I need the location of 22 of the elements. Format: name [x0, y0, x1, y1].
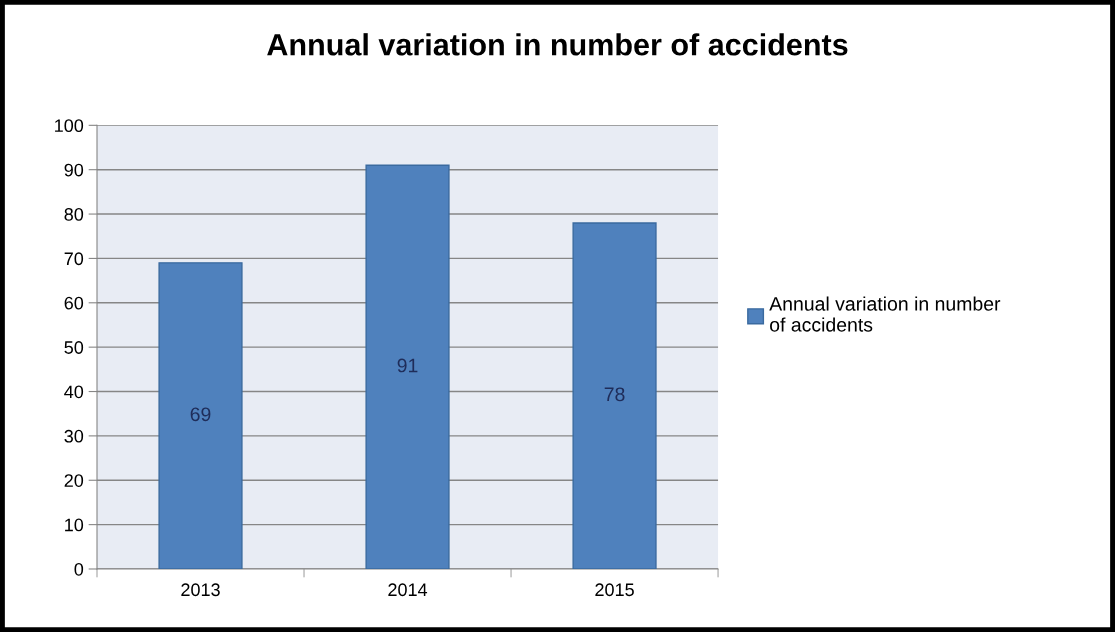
y-tick-label: 90	[64, 163, 84, 177]
y-tick-label: 30	[64, 429, 84, 443]
bar	[365, 164, 450, 569]
data-label: 78	[604, 387, 625, 402]
y-tick-label: 40	[64, 385, 84, 399]
y-tick-label: 70	[64, 252, 84, 266]
y-tick-label: 10	[65, 518, 84, 532]
x-tick-label: 2015	[595, 583, 634, 597]
y-tick-label: 100	[55, 119, 84, 133]
x-tick-label: 2014	[388, 583, 428, 597]
x-tick-label: 2013	[181, 583, 220, 597]
legend-label: Annual variation in number of accidents	[769, 296, 1001, 332]
bar	[158, 262, 243, 569]
y-tick-label: 0	[74, 562, 84, 576]
y-tick-label: 80	[64, 207, 84, 221]
y-tick-label: 20	[64, 474, 84, 487]
data-label: 91	[397, 358, 418, 373]
bar	[572, 222, 657, 569]
data-label: 69	[190, 407, 211, 422]
y-tick-label: 50	[64, 341, 84, 354]
chart-title: Annual variation in number of accidents	[267, 33, 848, 56]
y-tick-label: 60	[64, 296, 84, 310]
